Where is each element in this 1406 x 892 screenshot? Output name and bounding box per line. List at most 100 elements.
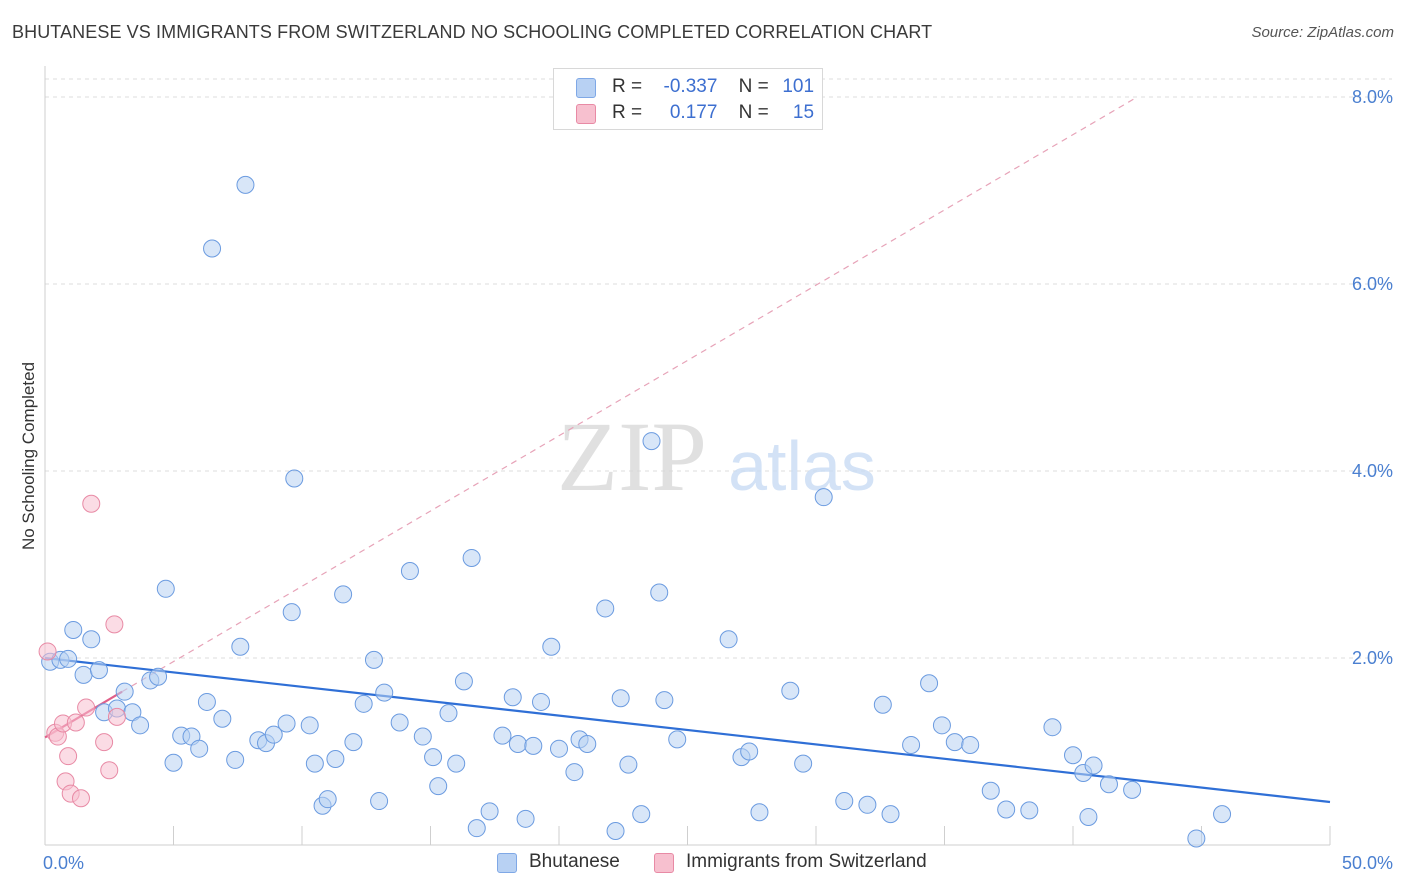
- y-tick-label: 8.0%: [1352, 87, 1393, 107]
- bhutanese-point: [131, 716, 150, 735]
- source-credit: Source: ZipAtlas.com: [1251, 24, 1394, 41]
- n-value: 101: [782, 76, 815, 97]
- bhutanese-point: [64, 620, 83, 639]
- switzerland-point: [66, 713, 85, 732]
- bhutanese-point: [413, 727, 432, 746]
- y-tick-label: 2.0%: [1352, 648, 1393, 668]
- stats-legend: R = -0.337 N = 101 R = 0.177 N = 15: [553, 68, 823, 130]
- bhutanese-swatch: [576, 78, 596, 98]
- tick-labels: 2.0% 4.0% 6.0% 8.0% 0.0% 50.0%: [43, 87, 1393, 873]
- bhutanese-point: [503, 688, 522, 707]
- bhutanese-point: [606, 821, 625, 840]
- n-value: 15: [792, 102, 815, 123]
- bhutanese-point: [197, 692, 216, 711]
- y-axis-title: No Schooling Completed: [19, 362, 38, 550]
- bhutanese-point: [400, 562, 419, 581]
- bhutanese-point: [740, 742, 759, 761]
- bhutanese-point: [203, 239, 222, 258]
- bhutanese-point: [814, 488, 833, 507]
- bhutanese-point: [750, 803, 769, 822]
- watermark-zip: ZIP: [557, 401, 707, 512]
- bhutanese-point: [596, 599, 615, 618]
- bhutanese-point: [1079, 807, 1098, 826]
- bhutanese-legend-swatch: [497, 853, 517, 873]
- bhutanese-point: [1020, 801, 1039, 820]
- switzerland-point: [38, 642, 57, 661]
- bhutanese-point: [115, 682, 134, 701]
- bhutanese-point: [226, 750, 245, 769]
- bhutanese-point: [1213, 805, 1232, 824]
- gridlines: [45, 78, 1392, 659]
- bhutanese-point: [300, 716, 319, 735]
- bhutanese-trend-line: [44, 656, 1331, 804]
- bhutanese-point: [82, 630, 101, 649]
- bhutanese-point: [375, 683, 394, 702]
- bhutanese-point: [285, 469, 304, 488]
- legend-label: Bhutanese: [529, 851, 620, 872]
- bhutanese-point: [429, 777, 448, 796]
- bhutanese-point: [59, 649, 78, 668]
- bhutanese-point: [920, 674, 939, 693]
- chart-title: BHUTANESE VS IMMIGRANTS FROM SWITZERLAND…: [12, 22, 933, 42]
- bhutanese-point: [480, 802, 499, 821]
- bhutanese-point: [213, 709, 232, 728]
- points-layer: [38, 175, 1232, 848]
- bhutanese-point: [164, 753, 183, 772]
- bhutanese-point: [1099, 775, 1118, 794]
- bhutanese-point: [334, 585, 353, 604]
- bhutanese-point: [390, 713, 409, 732]
- bhutanese-point: [642, 432, 661, 451]
- switzerland-legend-swatch: [654, 853, 674, 873]
- axes: [44, 66, 1331, 846]
- switzerland-point: [105, 615, 124, 634]
- r-label: R =: [612, 76, 643, 97]
- bhutanese-point: [508, 735, 527, 754]
- bhutanese-point: [524, 736, 543, 755]
- bhutanese-point: [282, 603, 301, 622]
- y-tick-label: 4.0%: [1352, 461, 1393, 481]
- switzerland-point: [100, 761, 119, 780]
- bhutanese-point: [447, 754, 466, 773]
- bhutanese-point: [542, 637, 561, 656]
- r-value: -0.337: [663, 76, 718, 97]
- bhutanese-point: [354, 694, 373, 713]
- legend-label: Immigrants from Switzerland: [686, 851, 927, 872]
- n-label: N =: [738, 76, 769, 97]
- switzerland-point: [82, 494, 101, 513]
- bhutanese-point: [439, 704, 458, 723]
- bhutanese-point: [578, 735, 597, 754]
- bhutanese-point: [318, 790, 337, 809]
- bhutanese-point: [619, 755, 638, 774]
- bhutanese-point: [997, 800, 1016, 819]
- bhutanese-point: [632, 805, 651, 824]
- switzerland-point: [95, 733, 114, 752]
- bhutanese-point: [945, 733, 964, 752]
- bhutanese-point: [424, 748, 443, 767]
- bhutanese-point: [190, 739, 209, 758]
- bhutanese-point: [1064, 746, 1082, 765]
- switzerland-point: [71, 789, 90, 808]
- bhutanese-point: [611, 689, 630, 708]
- watermark-atlas: atlas: [728, 427, 876, 505]
- bhutanese-point: [650, 583, 669, 602]
- switzerland-swatch: [576, 104, 596, 124]
- switzerland-trend-extension: [121, 96, 1138, 693]
- bhutanese-point: [277, 714, 296, 733]
- bhutanese-point: [305, 754, 324, 773]
- bhutanese-point: [1187, 829, 1206, 848]
- bhutanese-point: [467, 819, 486, 838]
- bhutanese-point: [231, 637, 250, 656]
- bhutanese-point: [881, 805, 900, 824]
- switzerland-point: [77, 698, 96, 717]
- bhutanese-point: [858, 795, 877, 814]
- bhutanese-point: [655, 691, 674, 710]
- bhutanese-point: [873, 695, 892, 714]
- bhutanese-point: [264, 725, 283, 744]
- bhutanese-point: [794, 754, 813, 773]
- bhutanese-point: [932, 716, 951, 735]
- x-tick-label: 0.0%: [43, 853, 84, 873]
- bhutanese-point: [550, 739, 568, 758]
- bhutanese-point: [370, 792, 389, 811]
- bhutanese-point: [532, 692, 551, 711]
- bhutanese-point: [344, 733, 363, 752]
